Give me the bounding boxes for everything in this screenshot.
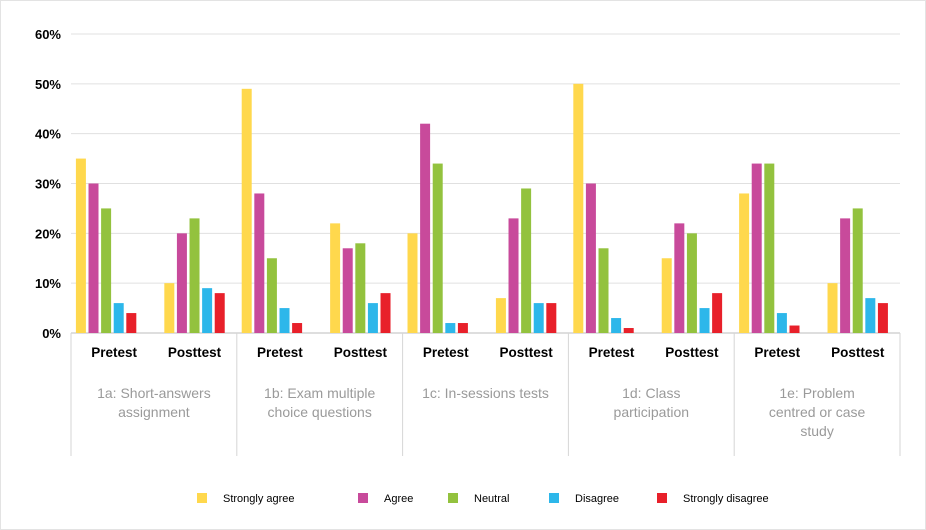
group-label: 1b: Exam multiple	[264, 385, 375, 401]
y-tick-label: 20%	[35, 226, 61, 241]
y-tick-label: 60%	[35, 27, 61, 42]
group-label: choice questions	[268, 404, 372, 420]
x-tick-label-posttest: Posttest	[831, 345, 885, 360]
bar-agree	[176, 233, 187, 333]
legend-label: Strongly disagree	[683, 493, 769, 505]
bar-neutral	[686, 233, 697, 333]
bar-neutral	[266, 258, 277, 333]
legend-label: Agree	[384, 493, 413, 505]
y-tick-label: 10%	[35, 276, 61, 291]
bar-disagree	[279, 308, 290, 333]
legend-swatch	[657, 493, 667, 503]
bar-disagree	[699, 308, 710, 333]
bar-agree	[585, 183, 596, 333]
bar-agree	[342, 248, 353, 333]
legend-swatch	[448, 493, 458, 503]
bar-agree	[751, 163, 762, 333]
bar-strongly-disagree	[457, 323, 468, 333]
group-label: 1d: Class	[622, 385, 680, 401]
bar-neutral	[598, 248, 609, 333]
bar-neutral	[432, 163, 443, 333]
bar-neutral	[189, 218, 200, 333]
bar-strongly-disagree	[623, 328, 634, 333]
bar-strongly-agree	[330, 223, 341, 333]
y-tick-label: 40%	[35, 127, 61, 142]
y-tick-label: 30%	[35, 177, 61, 192]
bar-disagree	[445, 323, 456, 333]
bar-strongly-disagree	[380, 293, 391, 333]
bar-agree	[254, 193, 265, 333]
legend-label: Disagree	[575, 493, 619, 505]
x-tick-label-pretest: Pretest	[91, 345, 137, 360]
x-tick-label-pretest: Pretest	[257, 345, 303, 360]
bar-disagree	[865, 298, 876, 333]
bar-neutral	[764, 163, 775, 333]
bar-strongly-agree	[164, 283, 175, 333]
bar-strongly-agree	[75, 158, 86, 333]
bar-disagree	[533, 303, 544, 333]
bar-strongly-agree	[739, 193, 750, 333]
bar-disagree	[113, 303, 124, 333]
legend-swatch	[197, 493, 207, 503]
group-label: study	[800, 423, 833, 439]
bar-strongly-disagree	[789, 325, 800, 333]
bar-strongly-agree	[661, 258, 672, 333]
y-tick-label: 0%	[42, 326, 61, 341]
group-label: participation	[614, 404, 690, 420]
legend-swatch	[358, 493, 368, 503]
bar-agree	[88, 183, 99, 333]
bar-strongly-agree	[241, 88, 252, 333]
bar-strongly-disagree	[292, 323, 303, 333]
bar-strongly-agree	[827, 283, 838, 333]
group-label: 1e: Problem	[779, 385, 854, 401]
bar-disagree	[367, 303, 378, 333]
bar-neutral	[852, 208, 863, 333]
x-tick-label-pretest: Pretest	[589, 345, 635, 360]
x-tick-label-pretest: Pretest	[423, 345, 469, 360]
bar-agree	[508, 218, 519, 333]
legend-swatch	[549, 493, 559, 503]
bar-strongly-disagree	[712, 293, 723, 333]
x-tick-label-posttest: Posttest	[168, 345, 222, 360]
x-tick-label-posttest: Posttest	[499, 345, 553, 360]
bar-disagree	[611, 318, 622, 333]
y-tick-label: 50%	[35, 77, 61, 92]
bar-strongly-agree	[573, 83, 584, 333]
x-tick-label-posttest: Posttest	[665, 345, 719, 360]
x-tick-label-posttest: Posttest	[334, 345, 388, 360]
legend-label: Strongly agree	[223, 493, 295, 505]
legend-label: Neutral	[474, 493, 509, 505]
bar-strongly-disagree	[214, 293, 225, 333]
bar-agree	[840, 218, 851, 333]
bar-strongly-disagree	[877, 303, 888, 333]
bar-disagree	[202, 288, 213, 333]
bar-agree	[674, 223, 685, 333]
bar-neutral	[101, 208, 112, 333]
group-label: centred or case	[769, 404, 866, 420]
bar-neutral	[355, 243, 366, 333]
x-tick-label-pretest: Pretest	[754, 345, 800, 360]
bar-strongly-disagree	[126, 313, 137, 333]
bar-strongly-agree	[407, 233, 418, 333]
bar-strongly-agree	[495, 298, 506, 333]
group-label: assignment	[118, 404, 190, 420]
bar-neutral	[521, 188, 532, 333]
bar-disagree	[776, 313, 787, 333]
bar-strongly-disagree	[546, 303, 557, 333]
group-label: 1c: In-sessions tests	[422, 385, 549, 401]
bar-agree	[420, 123, 431, 333]
group-label: 1a: Short-answers	[97, 385, 211, 401]
